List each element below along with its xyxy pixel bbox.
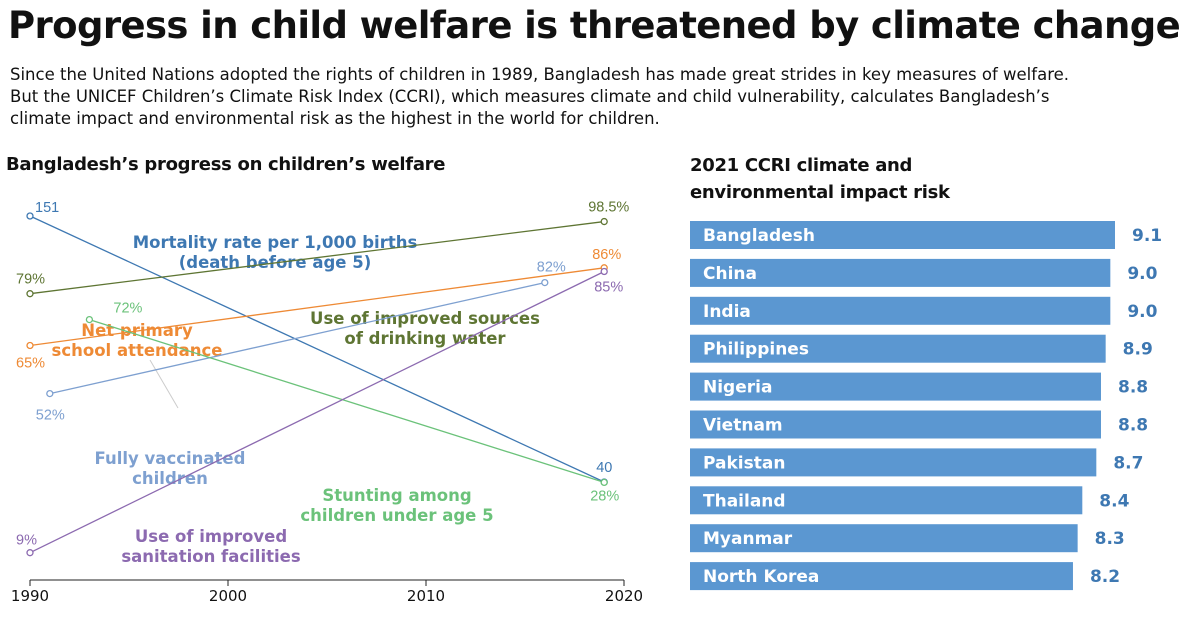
x-tick-label: 2010 [407,587,445,605]
bar-value-label: 9.1 [1132,226,1162,246]
bar-value-label: 8.8 [1118,378,1148,398]
data-point [600,478,608,487]
bar-category-label: Philippines [703,340,809,360]
data-point [26,212,34,220]
data-label: 9% [16,533,37,549]
data-point [600,217,608,226]
data-point [26,549,34,557]
data-label: 65% [16,356,45,372]
label-connector [149,359,179,409]
series-line [49,281,545,395]
bar-category-label: Vietnam [703,416,783,436]
bar [690,221,1115,249]
bar [690,562,1073,591]
series-line [29,270,605,554]
data-label: 86% [592,247,621,263]
series-label: children under age 5 [300,506,493,525]
data-point [46,389,54,398]
data-label: 82% [537,260,566,276]
data-label: 85% [594,280,623,296]
bar-value-label: 9.0 [1127,264,1157,284]
series-label: Use of improved [135,527,287,546]
data-point [26,290,34,298]
bar [690,334,1106,363]
data-label: 72% [113,301,142,317]
data-label: 52% [36,408,65,424]
series-label: children [132,469,208,488]
data-point [85,315,94,324]
bar-category-label: India [703,302,751,322]
x-tick-label: 2000 [209,587,247,605]
bar [690,296,1111,325]
bar-category-label: Bangladesh [703,226,815,246]
bar [690,524,1078,553]
series-line [89,318,605,484]
x-tick-label: 1990 [11,587,49,605]
bar-value-label: 8.7 [1113,453,1143,473]
data-label: 151 [35,200,59,216]
intro-line-3: climate impact and environmental risk as… [10,109,660,128]
intro-line-2: But the UNICEF Children’s Climate Risk I… [10,87,1050,106]
bar-value-label: 9.0 [1127,302,1157,322]
data-label: 40 [596,460,612,476]
bar [690,486,1083,515]
series-label: Use of improved sources [310,309,540,328]
bar-value-label: 8.4 [1099,491,1129,511]
data-point [26,341,34,350]
bar-category-label: Nigeria [703,378,772,398]
series-label: Stunting among [322,486,471,505]
data-label: 28% [590,488,619,504]
series-label: Fully vaccinated [95,449,246,468]
bar [690,372,1101,401]
bar-category-label: China [703,264,757,284]
bar-chart-title: 2021 CCRI climate and environmental impa… [690,152,1090,206]
bar-category-label: Pakistan [703,453,785,473]
bar-value-label: 8.3 [1095,529,1125,549]
data-label: 98.5% [588,200,629,216]
bar-chart-title-line-2: environmental impact risk [690,182,950,203]
bar-category-label: Thailand [703,491,786,511]
series-label: school attendance [52,341,223,360]
series-label: sanitation facilities [121,547,301,566]
series-label: Mortality rate per 1,000 births [133,233,418,252]
data-point [600,267,608,276]
headline: Progress in child welfare is threatened … [8,4,1181,47]
bar-value-label: 8.9 [1123,340,1153,360]
series-line [29,215,605,483]
series-line [29,220,605,295]
x-tick-label: 2020 [605,587,643,605]
series-label: Net primary [81,321,193,340]
bar-category-label: North Korea [703,567,819,587]
data-point [541,278,549,287]
series-line [29,267,605,347]
bar [690,448,1097,477]
bar [690,258,1111,287]
data-label: 79% [16,272,45,288]
line-chart-title: Bangladesh’s progress on children’s welf… [6,154,446,175]
bar-category-label: Myanmar [703,529,793,549]
bar-chart-title-line-1: 2021 CCRI climate and [690,155,913,176]
bar [690,410,1101,439]
bar-value-label: 8.2 [1090,567,1120,587]
intro-text: Since the United Nations adopted the rig… [10,64,1195,130]
intro-line-1: Since the United Nations adopted the rig… [10,65,1070,84]
bar-value-label: 8.8 [1118,416,1148,436]
series-label: of drinking water [344,329,506,348]
